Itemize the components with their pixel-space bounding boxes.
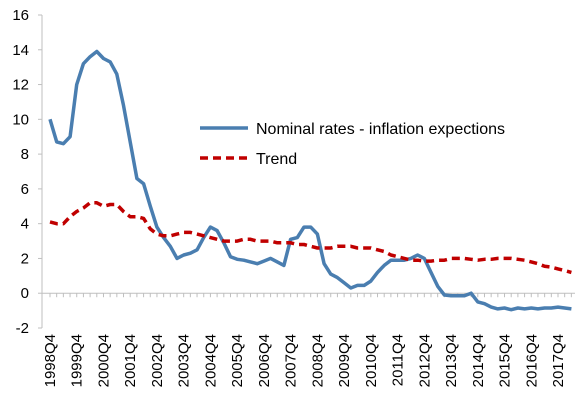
x-tick-label: 2002Q4 xyxy=(149,334,166,387)
x-tick-label: 2005Q4 xyxy=(229,334,246,387)
x-tick-label: 2012Q4 xyxy=(416,334,433,387)
x-tick-label: 2006Q4 xyxy=(256,334,273,387)
x-tick-label: 2009Q4 xyxy=(336,334,353,387)
x-tick-label: 1999Q4 xyxy=(69,334,86,387)
y-tick-label: 4 xyxy=(21,216,29,233)
y-tick-label: 12 xyxy=(12,77,29,94)
x-tick-label: 2007Q4 xyxy=(283,334,300,387)
x-tick-label: 2000Q4 xyxy=(95,334,112,387)
y-tick-label: 16 xyxy=(12,7,29,24)
x-tick-label: 2008Q4 xyxy=(309,334,326,387)
y-tick-label: 14 xyxy=(12,42,29,59)
y-tick-label: -2 xyxy=(16,320,29,337)
y-tick-label: 0 xyxy=(21,285,29,302)
x-tick-label: 2016Q4 xyxy=(523,334,540,387)
x-tick-label: 2004Q4 xyxy=(202,334,219,387)
x-tick-label: 2017Q4 xyxy=(550,334,567,387)
x-tick-label: 2003Q4 xyxy=(176,334,193,387)
legend-label: Nominal rates - inflation expections xyxy=(256,121,505,138)
x-tick-label: 2015Q4 xyxy=(497,334,514,387)
y-tick-label: 6 xyxy=(21,181,29,198)
series-line xyxy=(48,49,572,312)
x-tick-label: 2010Q4 xyxy=(363,334,380,387)
y-tick-label: 2 xyxy=(21,250,29,267)
y-tick-label: 8 xyxy=(21,146,29,163)
x-tick-label: 1998Q4 xyxy=(42,334,59,387)
x-tick-label: 2001Q4 xyxy=(122,334,139,387)
series-line xyxy=(49,201,572,275)
x-tick-label: 2014Q4 xyxy=(470,334,487,387)
y-tick-label: 10 xyxy=(12,111,29,128)
x-tick-label: 2011Q4 xyxy=(390,334,407,386)
x-tick-label: 2013Q4 xyxy=(443,334,460,387)
legend-label: Trend xyxy=(256,151,297,168)
